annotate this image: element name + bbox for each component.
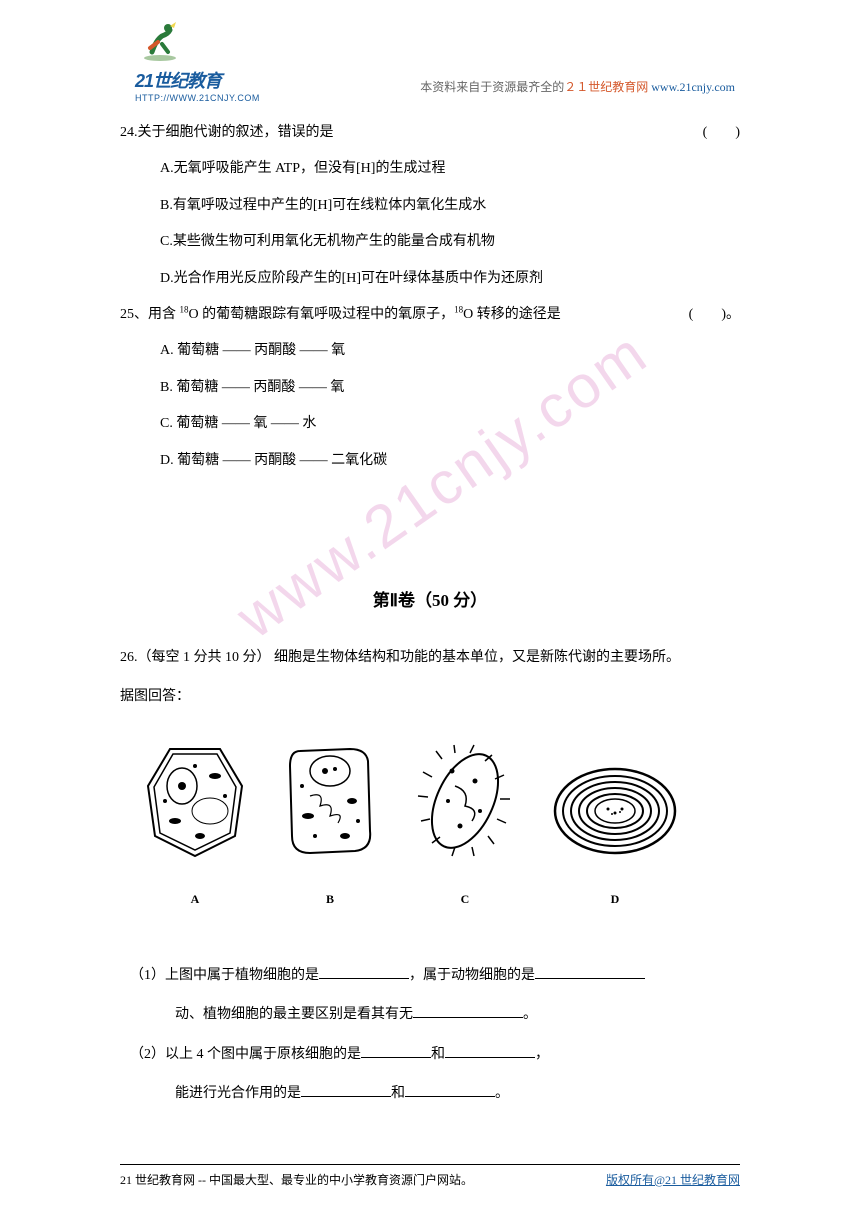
q24-text: 24.关于细胞代谢的叙述，错误的是	[120, 115, 703, 151]
section-2-title: 第Ⅱ卷（50 分）	[120, 579, 740, 623]
blank-photo1[interactable]	[301, 1081, 391, 1096]
q26-sub1a: （1）上图中属于植物细胞的是	[130, 968, 319, 983]
q24-option-b: B.有氧呼吸过程中产生的[H]可在线粒体内氧化生成水	[120, 188, 740, 224]
q24-option-c: C.某些微生物可利用氧化无机物产生的能量合成有机物	[120, 224, 740, 260]
q26-sub2b: 和	[431, 1047, 445, 1062]
header-orange: ２１世纪教育网	[564, 80, 648, 94]
cell-diagrams: A B	[140, 741, 740, 916]
blank-plant[interactable]	[319, 964, 409, 979]
q24-stem: 24.关于细胞代谢的叙述，错误的是 ( )	[120, 115, 740, 151]
q26-sub2f: 。	[495, 1086, 509, 1101]
header-logo: 21世纪教育 HTTP://WWW.21CNJY.COM	[140, 20, 290, 65]
q26-sub2-line1: （2）以上 4 个图中属于原核细胞的是 和 ，	[120, 1035, 740, 1074]
cell-d: D	[550, 761, 680, 916]
header-prefix: 本资料来自于资源最齐全的	[420, 80, 564, 94]
footer-left: 21 世纪教育网 -- 中国最大型、最专业的中小学教育资源门户网站。	[120, 1171, 473, 1188]
q26-stem2: 据图回答：	[120, 677, 740, 716]
q25-stem: 25、用含 18O 的葡萄糖跟踪有氧呼吸过程中的氧原子，18O 转移的途径是 (…	[120, 297, 740, 333]
q26-sub2e: 和	[391, 1086, 405, 1101]
q25-mid2: O 转移的途径是	[463, 307, 561, 322]
blank-pro1[interactable]	[361, 1042, 431, 1057]
logo-text: 21世纪教育 HTTP://WWW.21CNJY.COM	[135, 67, 260, 103]
q25-option-b: B. 葡萄糖 —— 丙酮酸 —— 氧	[120, 370, 740, 406]
q25-option-d: D. 葡萄糖 —— 丙酮酸 —— 二氧化碳	[120, 443, 740, 479]
q24-option-a: A.无氧呼吸能产生 ATP，但没有[H]的生成过程	[120, 151, 740, 187]
footer-right[interactable]: 版权所有@21 世纪教育网	[606, 1171, 740, 1188]
logo-runner-icon	[140, 20, 180, 67]
q25-option-a: A. 葡萄糖 —— 丙酮酸 —— 氧	[120, 333, 740, 369]
blank-photo2[interactable]	[405, 1081, 495, 1096]
blank-diff[interactable]	[413, 1003, 523, 1018]
q25-mid1: O 的葡萄糖跟踪有氧呼吸过程中的氧原子，	[189, 307, 455, 322]
q26-sub1b: ，属于动物细胞的是	[409, 968, 535, 983]
q26-sub1-line1: （1）上图中属于植物细胞的是 ，属于动物细胞的是	[120, 956, 740, 995]
q26-sub1c: 动、植物细胞的最主要区别是看其有无	[175, 1007, 413, 1022]
footer: 21 世纪教育网 -- 中国最大型、最专业的中小学教育资源门户网站。 版权所有@…	[120, 1164, 740, 1188]
blank-pro2[interactable]	[445, 1042, 535, 1057]
cell-b-label: B	[280, 883, 380, 917]
q24-option-d: D.光合作用光反应阶段产生的[H]可在叶绿体基质中作为还原剂	[120, 261, 740, 297]
cell-a: A	[140, 741, 250, 916]
q26-sub1-line2: 动、植物细胞的最主要区别是看其有无 。	[120, 995, 740, 1034]
header-source: 本资料来自于资源最齐全的２１世纪教育网 www.21cnjy.com	[420, 78, 735, 95]
q26: 26.（每空 1 分共 10 分） 细胞是生物体结构和功能的基本单位，又是新陈代…	[120, 638, 740, 1113]
cell-c-label: C	[410, 883, 520, 917]
q26-sub2d: 能进行光合作用的是	[175, 1086, 301, 1101]
q26-sub1d: 。	[523, 1007, 537, 1022]
header-link[interactable]: www.21cnjy.com	[651, 80, 735, 94]
q25-iso2: 18	[454, 304, 463, 314]
q25-pre: 25、用含	[120, 307, 180, 322]
cell-b: B	[280, 741, 380, 916]
q26-sub2c: ，	[535, 1047, 549, 1062]
cell-a-label: A	[140, 883, 250, 917]
q24-paren: ( )	[703, 115, 740, 151]
cell-c: C	[410, 741, 520, 916]
logo-title: 21世纪教育	[135, 67, 260, 93]
q25-text: 25、用含 18O 的葡萄糖跟踪有氧呼吸过程中的氧原子，18O 转移的途径是	[120, 297, 689, 333]
logo-url: HTTP://WWW.21CNJY.COM	[135, 93, 260, 103]
q25-paren: ( )。	[689, 297, 740, 333]
q26-sub2a: （2）以上 4 个图中属于原核细胞的是	[130, 1047, 361, 1062]
q26-sub2-line2: 能进行光合作用的是 和 。	[120, 1074, 740, 1113]
q25-iso1: 18	[180, 304, 189, 314]
q25-option-c: C. 葡萄糖 —— 氧 —— 水	[120, 406, 740, 442]
cell-d-label: D	[550, 883, 680, 917]
page-content: 24.关于细胞代谢的叙述，错误的是 ( ) A.无氧呼吸能产生 ATP，但没有[…	[120, 115, 740, 1113]
q26-stem: 26.（每空 1 分共 10 分） 细胞是生物体结构和功能的基本单位，又是新陈代…	[120, 638, 740, 677]
blank-animal[interactable]	[535, 964, 645, 979]
